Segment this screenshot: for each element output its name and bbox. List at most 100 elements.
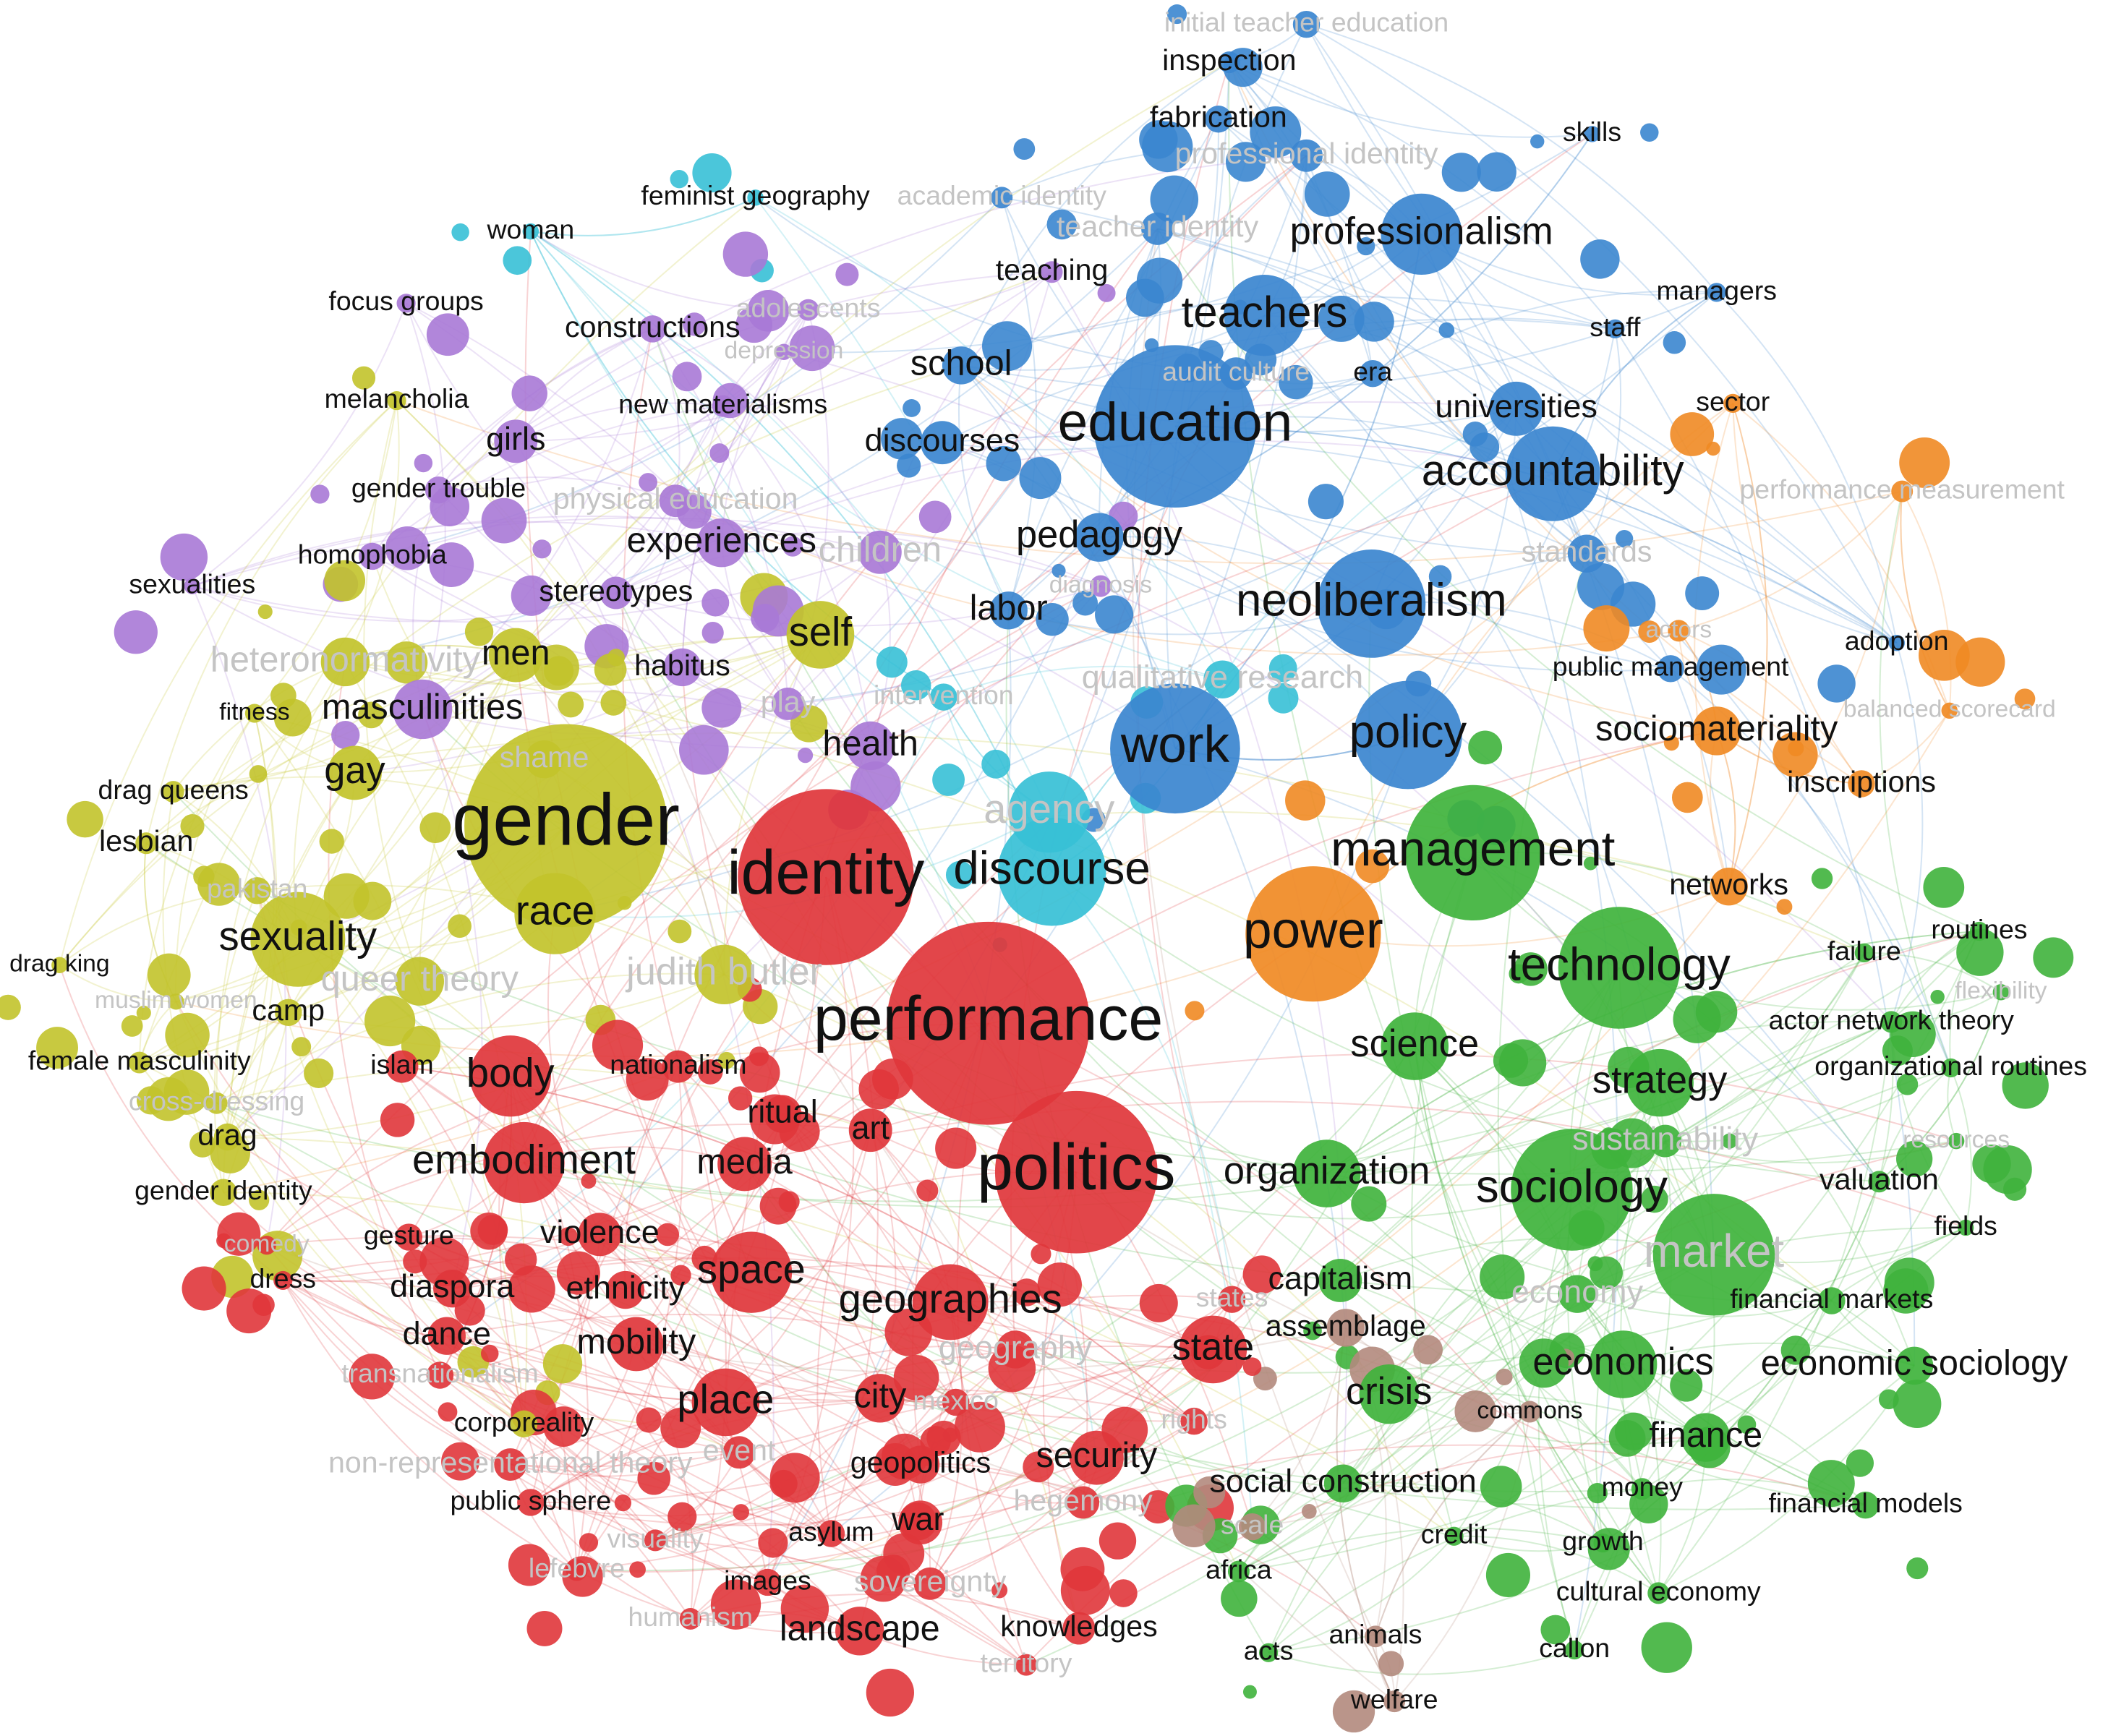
node-circle	[517, 1489, 545, 1516]
minor-node	[503, 246, 532, 275]
node-label: work	[1120, 717, 1230, 774]
edge	[1312, 403, 1733, 935]
node-circle	[1854, 943, 1874, 963]
node-circle	[1631, 1478, 1653, 1500]
edge	[929, 1348, 1213, 1584]
node-label: rights	[1161, 1404, 1227, 1434]
node-label: gender trouble	[351, 473, 526, 503]
edge	[1728, 491, 1903, 887]
minor-node	[636, 1407, 662, 1433]
node-label: shame	[500, 740, 589, 774]
node-circle	[717, 1137, 772, 1192]
edge	[960, 61, 1230, 366]
node-label: audit culture	[1162, 356, 1310, 387]
minor-node	[1242, 1255, 1281, 1294]
minor-node	[438, 1402, 458, 1422]
edge	[675, 351, 785, 502]
edge	[1305, 24, 1898, 644]
node-circle	[433, 1269, 472, 1308]
minor-node	[1250, 106, 1302, 158]
edge	[422, 709, 483, 1289]
minor-node	[1354, 302, 1394, 342]
minor-node	[1663, 735, 1679, 751]
node-label: ethnicity	[566, 1269, 686, 1306]
edge	[721, 531, 1101, 587]
minor-node	[692, 153, 732, 193]
node-label: non-representational theory	[328, 1445, 693, 1479]
edge	[723, 634, 822, 975]
edge	[510, 1348, 1016, 1468]
node-circle	[51, 957, 68, 973]
minor-node	[1807, 1460, 1855, 1508]
minor-node	[897, 453, 921, 478]
minor-node	[1514, 952, 1548, 986]
edge	[1342, 1254, 1715, 1484]
edge	[623, 1066, 679, 1291]
edge	[1098, 119, 1219, 538]
edge	[1345, 1327, 1530, 1413]
minor-node	[1019, 457, 1062, 500]
minor-node	[1468, 730, 1503, 765]
node-circle	[609, 1317, 664, 1372]
node-label: hegemony	[1013, 1484, 1153, 1517]
edge	[1407, 328, 1616, 736]
node-label: diaspora	[390, 1267, 514, 1304]
edge	[600, 1233, 1195, 1422]
minor-node	[893, 1354, 939, 1401]
minor-node	[1355, 849, 1390, 884]
minor-node	[1670, 1369, 1703, 1402]
node-label: islam	[370, 1049, 433, 1079]
minor-node	[556, 1251, 600, 1295]
edge	[751, 1265, 1213, 1351]
edge	[1728, 403, 1768, 887]
edge	[530, 1450, 740, 1503]
node-label: valuation	[1819, 1163, 1939, 1196]
node-circle	[135, 832, 158, 855]
node-label: queer theory	[321, 959, 519, 999]
node-circle	[991, 187, 1013, 209]
minor-node	[0, 994, 21, 1020]
minor-node	[193, 865, 215, 887]
edge	[636, 1113, 784, 1345]
node-label: camp	[252, 993, 325, 1027]
edge	[145, 654, 516, 845]
node-circle	[1880, 1011, 1903, 1033]
edge	[1228, 61, 1862, 784]
edge	[1375, 1411, 1531, 1637]
node-label: callon	[1539, 1633, 1610, 1663]
node-circle	[1292, 1139, 1361, 1207]
minor-node	[481, 497, 527, 544]
edge	[1658, 1365, 1915, 1594]
edge	[1577, 1293, 1833, 1317]
node-circle	[1292, 10, 1321, 38]
minor-node	[735, 306, 773, 343]
node-circle	[996, 1330, 1035, 1369]
node-circle	[899, 1502, 937, 1541]
node-label: intervention	[874, 680, 1014, 710]
minor-node	[451, 223, 469, 241]
minor-node	[1530, 134, 1545, 149]
edge	[59, 364, 962, 966]
node-label: sustainability	[1572, 1120, 1759, 1157]
node-label: children	[819, 531, 942, 570]
minor-node	[900, 670, 931, 701]
minor-node	[217, 1212, 261, 1256]
node-label: dress	[249, 1263, 316, 1294]
node-label: neoliberalism	[1236, 575, 1507, 626]
edge	[1732, 403, 1862, 784]
minor-node	[1641, 1185, 1668, 1213]
edge	[530, 197, 756, 236]
edge	[677, 1066, 727, 1620]
node-label: performance measurement	[1739, 474, 2065, 504]
edge	[529, 231, 944, 698]
node-circle	[1489, 381, 1544, 436]
minor-node	[2014, 688, 2036, 709]
node-label: adoption	[1845, 625, 1949, 656]
minor-node	[160, 533, 208, 581]
minor-node	[1441, 153, 1481, 192]
edge	[1372, 290, 1717, 375]
node-label: discourses	[865, 422, 1020, 458]
node-label: power	[1243, 902, 1383, 959]
edge	[226, 1012, 289, 1138]
node-label: drag queens	[98, 774, 249, 805]
